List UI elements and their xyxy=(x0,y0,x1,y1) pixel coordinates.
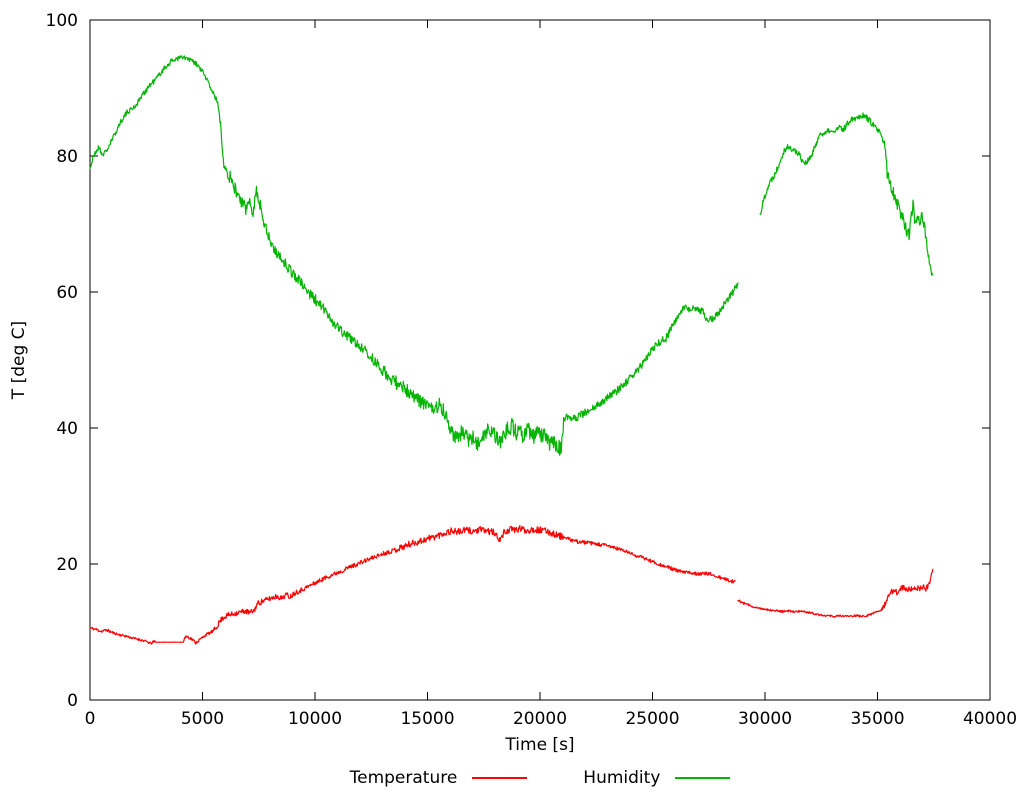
y-axis-label: T [deg C] xyxy=(9,320,29,400)
x-tick-label: 0 xyxy=(85,709,96,729)
x-tick-label: 15000 xyxy=(400,709,454,729)
x-tick-label: 20000 xyxy=(513,709,567,729)
legend-line-humidity-sample xyxy=(675,777,731,779)
legend-label-temperature: Temperature xyxy=(349,768,458,788)
plot-border xyxy=(89,19,991,701)
x-axis-label: Time [s] xyxy=(505,735,575,755)
x-tick-label: 25000 xyxy=(625,709,679,729)
legend: Temperature Humidity xyxy=(90,768,990,788)
legend-line-temperature-sample xyxy=(472,777,528,779)
y-tick-label: 40 xyxy=(56,419,78,439)
legend-entry-humidity: Humidity xyxy=(583,768,731,788)
x-tick-label: 10000 xyxy=(288,709,342,729)
series-humidity xyxy=(759,112,933,276)
y-tick-label: 100 xyxy=(46,11,78,31)
legend-label-humidity: Humidity xyxy=(583,768,661,788)
x-tick-label: 35000 xyxy=(850,709,904,729)
y-tick-label: 20 xyxy=(56,555,78,575)
x-tick-label: 30000 xyxy=(738,709,792,729)
x-tick-label: 40000 xyxy=(963,709,1017,729)
y-tick-label: 80 xyxy=(56,147,78,167)
series-humidity xyxy=(89,55,739,456)
legend-entry-temperature: Temperature xyxy=(350,768,528,788)
series-temperature xyxy=(89,525,736,645)
y-tick-label: 0 xyxy=(67,691,78,711)
x-tick-label: 5000 xyxy=(181,709,224,729)
y-tick-label: 60 xyxy=(56,283,78,303)
series-temperature xyxy=(737,568,934,618)
